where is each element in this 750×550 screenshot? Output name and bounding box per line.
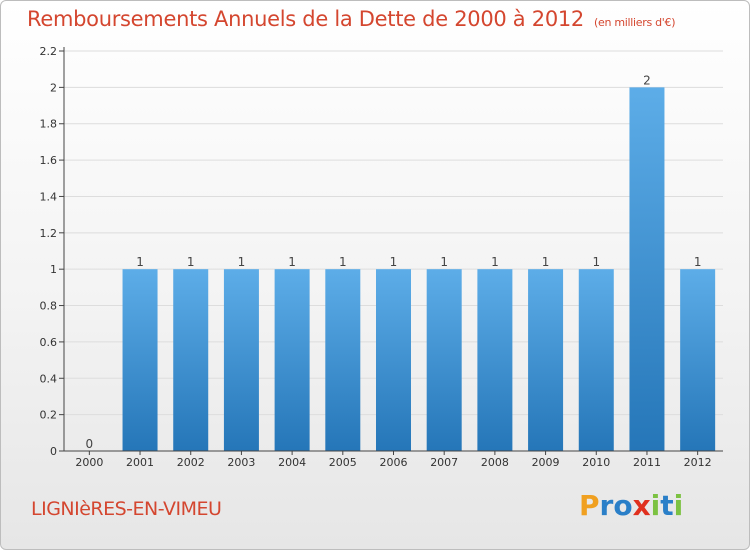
- bar: [376, 269, 411, 451]
- data-label: 1: [440, 255, 448, 269]
- chart-title: Remboursements Annuels de la Dette de 20…: [27, 7, 675, 31]
- y-tick-label: 1.8: [40, 118, 58, 131]
- y-tick-label: 2: [50, 81, 57, 94]
- data-label: 1: [136, 255, 144, 269]
- y-tick-label: 0: [50, 445, 57, 458]
- data-label: 1: [288, 255, 296, 269]
- data-label: 2: [643, 73, 651, 87]
- y-tick-label: 0.2: [40, 409, 58, 422]
- data-label: 1: [339, 255, 347, 269]
- data-label: 1: [694, 255, 702, 269]
- x-tick-label: 2012: [684, 456, 712, 469]
- bars: [122, 87, 716, 451]
- data-label: 1: [187, 255, 195, 269]
- y-tick-label: 1.6: [40, 154, 58, 167]
- bar: [173, 269, 209, 451]
- data-label: 1: [592, 255, 600, 269]
- x-tick-label: 2003: [227, 456, 255, 469]
- logo-letter: i: [673, 489, 684, 522]
- logo-letter: i: [650, 489, 661, 522]
- data-label: 1: [390, 255, 398, 269]
- logo-letter: x: [632, 489, 651, 522]
- bar: [680, 269, 716, 451]
- data-label: 1: [542, 255, 550, 269]
- y-tick-labels: 0 0.2 0.4 0.6 0.8 1 1.2 1.4 1.6 1.8 2 2.2: [40, 45, 58, 458]
- y-tick-label: 0.4: [40, 372, 58, 385]
- x-tick-label: 2010: [582, 456, 610, 469]
- data-label: 0: [86, 437, 94, 451]
- x-tick-labels: 2000 2001 2002 2003 2004 2005 2006 2007 2008 2009…: [75, 456, 711, 469]
- y-tick-label: 0.6: [40, 336, 58, 349]
- commune-name: LIGNIèRES-EN-VIMEU: [31, 498, 222, 520]
- y-tick-label: 2.2: [40, 45, 58, 58]
- x-tick-label: 2009: [532, 456, 560, 469]
- logo-letter: t: [660, 489, 674, 522]
- data-label: 1: [491, 255, 499, 269]
- bar: [274, 269, 310, 451]
- x-tick-label: 2008: [481, 456, 509, 469]
- x-tick-label: 2005: [329, 456, 357, 469]
- data-labels: 0 1 1 1 1 1 1 1 1 1 1 2 1: [86, 73, 702, 451]
- bar: [325, 269, 361, 451]
- logo-letter: o: [613, 489, 633, 522]
- x-tick-label: 2004: [278, 456, 306, 469]
- bar: [629, 87, 665, 451]
- x-tick-label: 2000: [75, 456, 103, 469]
- bar: [528, 269, 564, 451]
- x-tick-label: 2011: [633, 456, 661, 469]
- y-tick-label: 0.8: [40, 300, 58, 313]
- data-label: 1: [238, 255, 246, 269]
- x-tick-label: 2006: [380, 456, 408, 469]
- x-tick-label: 2007: [430, 456, 458, 469]
- bar: [223, 269, 259, 451]
- logo-letter: P: [579, 489, 600, 522]
- x-tick-label: 2001: [126, 456, 154, 469]
- bar: [477, 269, 513, 451]
- axes: [59, 47, 723, 455]
- y-tick-label: 1.4: [40, 190, 58, 203]
- x-tick-label: 2002: [177, 456, 205, 469]
- y-tick-label: 1: [50, 263, 57, 276]
- bar: [122, 269, 158, 451]
- logo-letter: r: [599, 489, 614, 522]
- y-tick-label: 1.2: [40, 227, 58, 240]
- chart-subtitle: (en milliers d'€): [594, 16, 676, 29]
- title-text: Remboursements Annuels de la Dette de 20…: [27, 7, 584, 31]
- proxiti-logo: Proxiti: [579, 489, 683, 522]
- bar: [426, 269, 462, 451]
- bar: [578, 269, 614, 451]
